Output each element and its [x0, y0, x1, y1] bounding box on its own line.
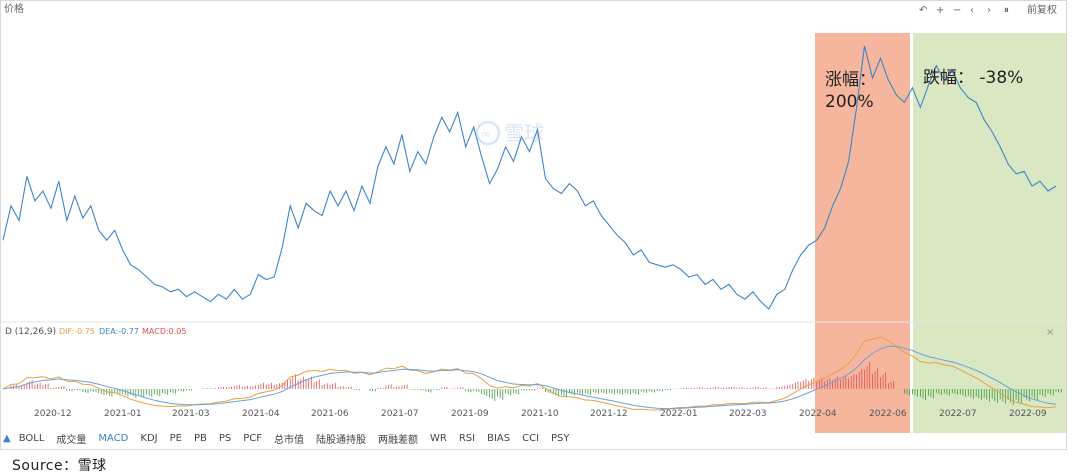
tab-boll[interactable]: BOLL [18, 432, 45, 444]
price-series-line [2, 45, 1057, 310]
arrow-right-icon[interactable]: › [987, 5, 991, 16]
tab-bias[interactable]: BIAS [487, 432, 511, 444]
x-tick-label: 2022-01 [660, 409, 698, 419]
x-tick-label: 2022-09 [1009, 409, 1047, 419]
dif-line [2, 336, 1057, 411]
tab-pe[interactable]: PE [169, 432, 182, 444]
price-axis-label: 价格 [4, 2, 24, 15]
plus-icon[interactable]: + [936, 5, 944, 16]
tab-wr[interactable]: WR [430, 432, 447, 444]
svg-text:∞: ∞ [481, 127, 491, 141]
close-icon[interactable]: × [1046, 327, 1054, 338]
fall-label: 跌幅： -38% [923, 68, 1024, 88]
tab-两融差额[interactable]: 两融差额 [378, 434, 419, 446]
rise-value: 200% [825, 92, 874, 112]
tab-macd[interactable]: MACD [98, 432, 129, 444]
x-tick-label: 2022-03 [729, 409, 767, 419]
pause-icon[interactable]: ⏸ [1004, 5, 1009, 16]
dif-readout: DIF:-0.75 [59, 327, 95, 336]
undo-icon[interactable]: ↶ [919, 5, 927, 16]
tab-陆股通持股[interactable]: 陆股通持股 [316, 434, 367, 446]
x-tick-label: 2022-06 [869, 409, 907, 419]
macd-params: D (12,26,9) [5, 327, 56, 337]
tab-psy[interactable]: PSY [551, 432, 570, 444]
x-tick-label: 2020-12 [34, 409, 72, 419]
tab-rsi[interactable]: RSI [458, 432, 476, 444]
tab-marker-icon: ▲ [3, 432, 11, 444]
indicator-tab-bar: ▲ BOLL 成交量 MACD KDJ PE PB PS PCF 总市值 陆股通持股 两融差额 WR R… [1, 430, 576, 446]
adjust-mode-label[interactable]: 前复权 [1027, 3, 1057, 16]
x-tick-label: 2022-07 [939, 409, 977, 419]
x-tick-label: 2021-10 [521, 409, 559, 419]
x-tick-label: 2021-12 [590, 409, 628, 419]
chart-panel: 价格 前复权 ↶ + − ‹ › ⏸ ∞ 雪球 D (12,26,9) DIF:-0.75… [0, 0, 1068, 450]
fall-zone [913, 33, 1066, 433]
x-tick-label: 2022-04 [799, 409, 837, 419]
source-caption: Source：雪球 [12, 458, 107, 474]
rise-zone [815, 33, 910, 433]
fall-annotation: 跌幅： -38% [923, 67, 1023, 89]
x-tick-label: 2021-07 [381, 409, 419, 419]
dea-readout: DEA:-0.77 [99, 327, 139, 336]
tab-ps[interactable]: PS [218, 432, 232, 444]
macd-readout: MACD:0.05 [142, 327, 187, 336]
tab-pcf[interactable]: PCF [243, 432, 263, 444]
dea-line [2, 345, 1057, 410]
x-tick-label: 2021-01 [104, 409, 142, 419]
x-tick-label: 2021-04 [242, 409, 280, 419]
tab-kdj[interactable]: KDJ [140, 432, 158, 444]
tab-总市值[interactable]: 总市值 [274, 434, 305, 446]
tab-pb[interactable]: PB [193, 432, 207, 444]
x-tick-label: 2021-06 [311, 409, 349, 419]
minus-icon[interactable]: − [953, 5, 961, 16]
watermark-logo: ∞ 雪球 [475, 120, 544, 146]
x-tick-label: 2021-03 [172, 409, 210, 419]
rise-label: 涨幅： [825, 70, 876, 90]
arrow-left-icon[interactable]: ‹ [970, 5, 974, 16]
price-chart: 价格 前复权 ↶ + − ‹ › ⏸ ∞ 雪球 D (12,26,9) DIF:-0.75… [1, 2, 1068, 433]
x-tick-label: 2021-09 [451, 409, 489, 419]
tab-成交量[interactable]: 成交量 [56, 434, 87, 446]
tab-cci[interactable]: CCI [522, 432, 540, 444]
rise-annotation: 涨幅： 200% [825, 69, 876, 113]
